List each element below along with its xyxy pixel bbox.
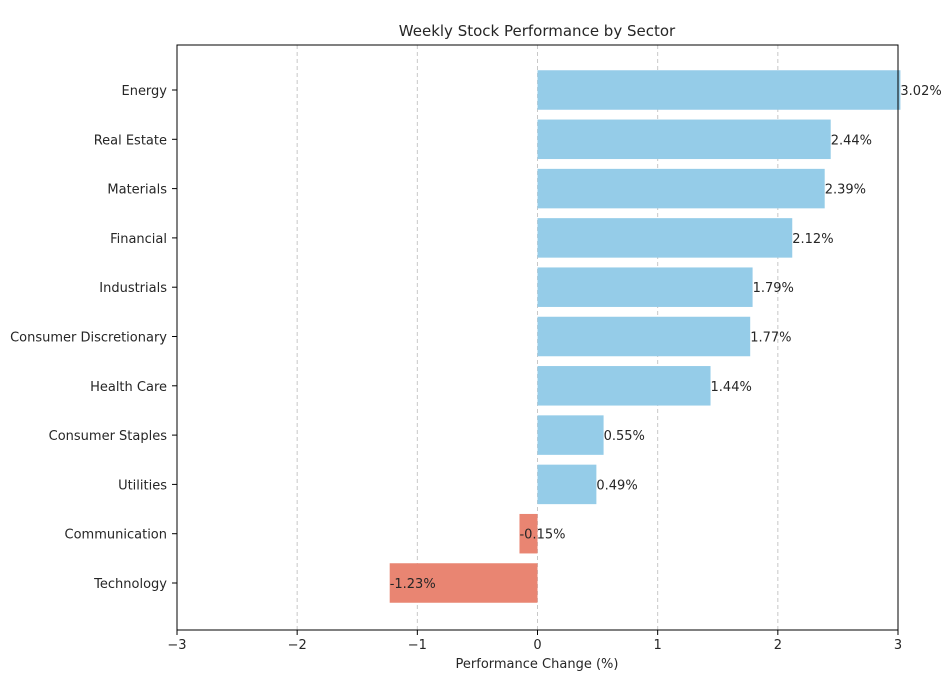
- plot-frame: [176, 44, 899, 631]
- x-axis: −3 −2 −1 0 1 2 3: [167, 630, 902, 653]
- x-tick-label: 1: [654, 638, 662, 653]
- value-labels: 3.02% 2.44% 2.39% 2.12% 1.79% 1.77% 1.44% 0.55%…: [390, 84, 942, 592]
- y-tick-label: Consumer Staples: [49, 429, 168, 444]
- value-label: 0.49%: [596, 478, 637, 493]
- y-tick-label: Health Care: [90, 380, 167, 395]
- value-label: -1.23%: [390, 577, 436, 592]
- bar: [519, 513, 538, 554]
- x-tick-label: 0: [533, 638, 541, 653]
- value-label: 3.02%: [900, 84, 941, 99]
- y-tick-label: Industrials: [99, 281, 167, 296]
- bar: [537, 168, 825, 209]
- value-label: 1.77%: [750, 331, 791, 346]
- y-axis: Energy Real Estate Materials Financial Indus…: [10, 84, 177, 592]
- value-label: 0.55%: [604, 429, 645, 444]
- chart-title: Weekly Stock Performance by Sector: [399, 22, 676, 40]
- y-tick-label: Consumer Discretionary: [10, 331, 167, 346]
- bar: [537, 267, 753, 307]
- x-tick-label: −2: [288, 638, 307, 653]
- bar: [537, 366, 711, 406]
- x-axis-label: Performance Change (%): [456, 657, 619, 672]
- y-tick-label: Utilities: [118, 478, 167, 493]
- value-label: 2.39%: [825, 183, 866, 198]
- y-tick-label: Financial: [110, 232, 167, 247]
- bar: [537, 316, 751, 357]
- bar: [537, 218, 793, 258]
- x-tick-label: −3: [167, 638, 186, 653]
- bar: [537, 70, 901, 110]
- value-label: 2.12%: [792, 232, 833, 247]
- bar: [537, 119, 831, 160]
- value-label: 1.79%: [753, 281, 794, 296]
- y-tick-label: Technology: [93, 577, 167, 592]
- value-label: -0.15%: [519, 528, 565, 543]
- y-tick-label: Communication: [65, 528, 167, 543]
- bars: [389, 70, 901, 603]
- y-tick-label: Materials: [107, 183, 167, 198]
- bar: [389, 563, 538, 603]
- x-tick-label: 3: [894, 638, 902, 653]
- value-label: 2.44%: [831, 133, 872, 148]
- y-tick-label: Real Estate: [94, 133, 167, 148]
- value-label: 1.44%: [711, 380, 752, 395]
- bar: [537, 415, 604, 455]
- x-tick-label: 2: [774, 638, 782, 653]
- y-tick-label: Energy: [121, 84, 167, 99]
- x-tick-label: −1: [408, 638, 427, 653]
- bar: [537, 464, 597, 505]
